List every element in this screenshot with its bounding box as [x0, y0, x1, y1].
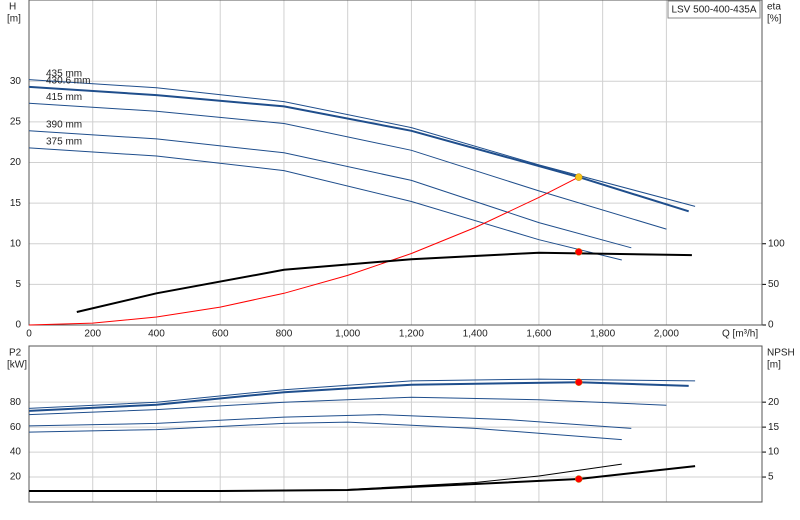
- curve: [28, 147, 622, 261]
- curve: [76, 251, 692, 313]
- y2-axis-unit: [%]: [767, 14, 782, 25]
- y-tick-label: 5: [15, 279, 21, 290]
- plot-frame: [28, 0, 763, 326]
- y-tick-label: 25: [10, 117, 22, 128]
- y2-axis-unit: [m]: [767, 360, 781, 371]
- curve-label: 375 mm: [46, 137, 82, 148]
- operating-point: [575, 173, 583, 181]
- operating-point: [575, 475, 583, 483]
- curve: [347, 463, 622, 490]
- x-tick-label: 1,400: [463, 329, 488, 340]
- x-tick-label: 200: [84, 329, 101, 340]
- y2-tick-label: 15: [768, 422, 780, 433]
- y-tick-label: 60: [10, 422, 22, 433]
- y2-tick-label: 20: [768, 397, 780, 408]
- y-axis-label: H: [9, 2, 16, 13]
- x-axis-label: Q [m³/h]: [722, 329, 758, 340]
- x-tick-label: 600: [212, 329, 229, 340]
- y-axis-unit: [kW]: [7, 360, 27, 371]
- curve: [28, 85, 689, 213]
- y-tick-label: 30: [10, 76, 22, 87]
- curve: [28, 396, 667, 416]
- x-tick-label: 1,800: [590, 329, 615, 340]
- x-tick-label: 400: [148, 329, 165, 340]
- y-tick-label: 20: [10, 157, 22, 168]
- operating-point: [575, 248, 583, 256]
- curve: [28, 79, 696, 207]
- x-tick-label: 1,200: [399, 329, 424, 340]
- chart-title: LSV 500-400-435A: [671, 5, 756, 16]
- y-tick-label: 15: [10, 198, 22, 209]
- x-tick-label: 2,000: [654, 329, 679, 340]
- y2-axis-label: NPSH: [767, 348, 795, 359]
- x-tick-label: 1,000: [335, 329, 360, 340]
- curve-label: 415 mm: [46, 92, 82, 103]
- curve: [28, 421, 622, 441]
- curve-label: 390 mm: [46, 119, 82, 130]
- curve: [28, 414, 632, 429]
- curve-label: 435 mm: [46, 68, 82, 79]
- operating-point: [575, 378, 583, 386]
- y-axis-unit: [m]: [7, 14, 21, 25]
- plot-frame: [28, 345, 763, 503]
- curve: [28, 378, 696, 409]
- curve: [28, 102, 667, 230]
- y2-tick-label: 0: [768, 320, 774, 331]
- y2-tick-label: 10: [768, 447, 780, 458]
- x-tick-label: 0: [26, 329, 32, 340]
- y-tick-label: 40: [10, 447, 22, 458]
- y-tick-label: 80: [10, 397, 22, 408]
- y2-tick-label: 100: [768, 238, 785, 249]
- y2-tick-label: 50: [768, 279, 780, 290]
- y-axis-label: P2: [9, 348, 22, 359]
- title-box: [667, 0, 761, 19]
- y-tick-label: 0: [15, 320, 21, 331]
- curve: [28, 381, 689, 412]
- curve: [28, 176, 580, 326]
- curve: [29, 465, 696, 492]
- x-tick-label: 1,600: [526, 329, 551, 340]
- y-tick-label: 10: [10, 238, 22, 249]
- curve: [28, 130, 632, 249]
- curve-label: 430.6 mm: [46, 76, 90, 87]
- y2-tick-label: 5: [768, 472, 774, 483]
- y2-axis-label: eta: [767, 2, 781, 13]
- y-tick-label: 20: [10, 472, 22, 483]
- x-tick-label: 800: [276, 329, 293, 340]
